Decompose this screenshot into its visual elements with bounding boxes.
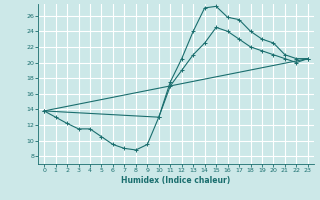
X-axis label: Humidex (Indice chaleur): Humidex (Indice chaleur) bbox=[121, 176, 231, 185]
